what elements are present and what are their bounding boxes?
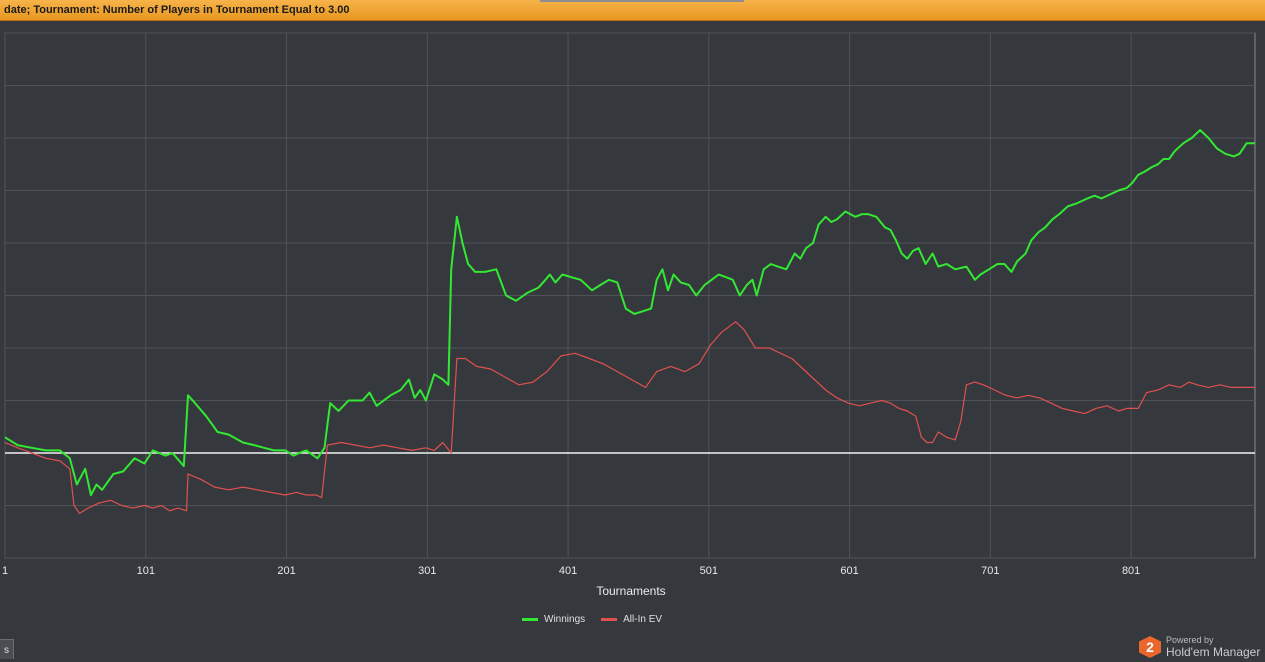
x-tick-label: 501 — [700, 565, 718, 577]
x-tick-label: 1 — [2, 565, 8, 577]
series-line-all-in-ev — [4, 321, 1255, 514]
brand-powered-by: Powered by — [1166, 635, 1214, 645]
legend-swatch-allin-ev — [601, 618, 618, 621]
series-line-winnings — [4, 129, 1255, 496]
filter-bar: date; Tournament: Number of Players in T… — [0, 0, 1265, 21]
x-axis-label: Tournaments — [596, 584, 666, 598]
legend-item-winnings[interactable]: Winnings — [522, 614, 585, 625]
x-tick-label: 101 — [137, 565, 155, 577]
holdem-manager-logo-icon: 2 — [1139, 636, 1161, 658]
legend-swatch-winnings — [522, 618, 538, 621]
brand-name: Hold'em Manager — [1166, 645, 1261, 659]
x-tick-label: 401 — [559, 565, 577, 577]
x-tick-label: 301 — [418, 565, 436, 577]
corner-tab[interactable]: s — [0, 639, 14, 659]
x-tick-label: 801 — [1122, 565, 1140, 577]
x-tick-label: 701 — [981, 565, 999, 577]
legend-label-allin-ev: All-In EV — [623, 614, 663, 625]
chart-legend: Winnings All-In EV — [522, 614, 662, 625]
legend-item-allin-ev[interactable]: All-In EV — [601, 614, 662, 625]
brand-logo-block: 2 Powered by Hold'em Manager — [1137, 633, 1265, 659]
chart-plot: 1 101 201 301 401 501 601 701 801 — [2, 32, 1256, 577]
filter-description: date; Tournament: Number of Players in T… — [4, 4, 350, 16]
tab-indicator — [540, 0, 744, 2]
x-tick-label: 601 — [840, 565, 858, 577]
x-tick-label: 201 — [277, 565, 295, 577]
legend-label-winnings: Winnings — [544, 614, 586, 625]
